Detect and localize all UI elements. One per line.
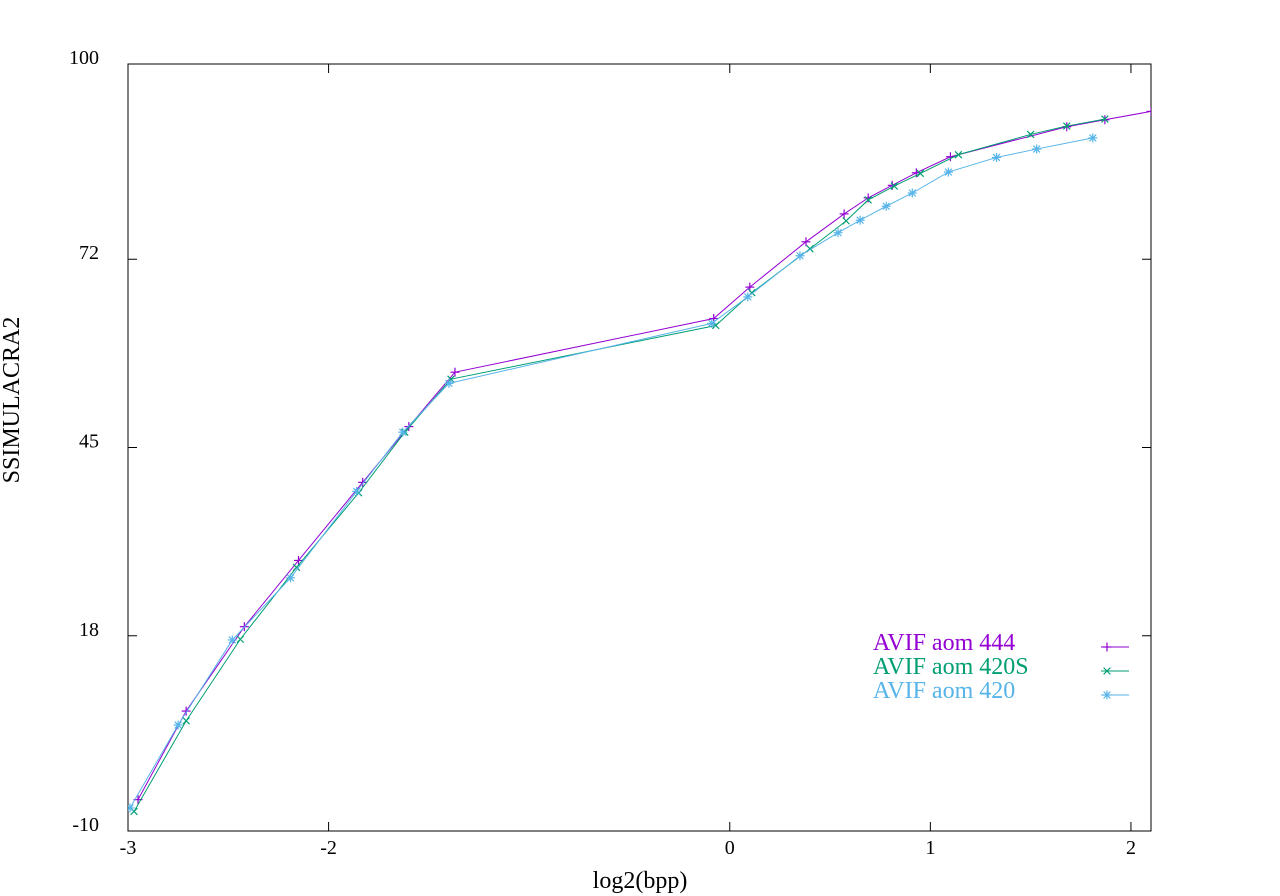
marker-stroke bbox=[1101, 115, 1109, 123]
data-point bbox=[833, 228, 843, 238]
marker-stroke bbox=[890, 182, 899, 190]
marker-stroke bbox=[128, 804, 134, 811]
data-point bbox=[842, 217, 850, 225]
series-2 bbox=[128, 133, 1098, 813]
y-axis-ticks: -10 18 45 72 100 bbox=[69, 47, 1151, 836]
marker-stroke bbox=[228, 636, 237, 644]
data-point bbox=[173, 720, 183, 730]
marker-stroke bbox=[944, 168, 953, 176]
marker-stroke bbox=[292, 563, 301, 572]
series-line bbox=[133, 118, 1105, 812]
marker-stroke bbox=[992, 153, 1001, 162]
data-point bbox=[1062, 122, 1071, 130]
marker-stroke bbox=[236, 635, 245, 644]
legend-label: AVIF aom 420 bbox=[873, 678, 1015, 704]
data-point bbox=[707, 318, 717, 328]
data-point bbox=[450, 367, 460, 377]
marker-stroke bbox=[1026, 130, 1035, 139]
data-point bbox=[398, 427, 408, 437]
y-axis-label: SSIMULACRA2 bbox=[0, 317, 25, 484]
data-point bbox=[839, 209, 849, 219]
marker-stroke bbox=[744, 293, 752, 301]
data-point bbox=[864, 196, 872, 204]
data-point bbox=[1032, 144, 1042, 154]
marker-stroke bbox=[182, 717, 190, 725]
marker-stroke bbox=[908, 189, 917, 197]
data-point bbox=[404, 422, 414, 432]
x-tick-label: 0 bbox=[725, 837, 735, 859]
data-point bbox=[1088, 133, 1098, 143]
x-tick-label: -3 bbox=[120, 837, 137, 859]
x-axis-label: log2(bpp) bbox=[593, 868, 688, 894]
marker-stroke bbox=[399, 428, 407, 436]
data-point bbox=[285, 573, 295, 583]
data-point bbox=[227, 635, 237, 645]
data-point bbox=[801, 237, 811, 247]
data-point bbox=[1146, 106, 1151, 116]
data-point bbox=[181, 706, 191, 716]
y-tick-label: 72 bbox=[79, 242, 99, 264]
legend-label: AVIF aom 420S bbox=[873, 654, 1029, 680]
series-layer bbox=[128, 106, 1151, 816]
y-tick-label: 100 bbox=[69, 47, 99, 69]
marker-stroke bbox=[1103, 691, 1111, 699]
x-axis-ticks: -3 -2 0 1 2 bbox=[120, 64, 1136, 859]
y-tick-label: -10 bbox=[72, 814, 99, 836]
data-point bbox=[916, 169, 925, 178]
data-point bbox=[352, 486, 362, 496]
marker-stroke bbox=[864, 196, 872, 204]
marker-stroke bbox=[1062, 122, 1071, 130]
marker-stroke bbox=[916, 169, 925, 178]
marker-stroke bbox=[286, 574, 295, 582]
data-point bbox=[236, 635, 245, 644]
data-point bbox=[890, 182, 899, 190]
marker-stroke bbox=[954, 150, 963, 159]
data-point bbox=[881, 201, 891, 211]
x-tick-label: -2 bbox=[320, 837, 337, 859]
data-point bbox=[1026, 130, 1035, 139]
marker-stroke bbox=[842, 217, 850, 225]
marker-stroke bbox=[1103, 667, 1111, 675]
legend-label: AVIF aom 444 bbox=[873, 630, 1015, 656]
marker-stroke bbox=[130, 807, 138, 816]
marker-stroke bbox=[711, 321, 720, 330]
y-tick-label: 18 bbox=[79, 619, 99, 641]
data-point bbox=[743, 292, 753, 302]
marker-stroke bbox=[352, 487, 361, 496]
marker-stroke bbox=[882, 202, 891, 211]
data-point bbox=[855, 215, 865, 225]
series-1 bbox=[130, 115, 1109, 816]
data-point bbox=[292, 563, 301, 572]
data-point bbox=[1101, 115, 1109, 123]
data-point bbox=[954, 150, 963, 159]
y-tick-label: 45 bbox=[79, 431, 99, 453]
data-point bbox=[444, 378, 454, 388]
legend-marker bbox=[1102, 642, 1112, 652]
legend-marker bbox=[1103, 667, 1111, 675]
data-point bbox=[992, 152, 1002, 162]
data-point bbox=[294, 555, 303, 565]
marker-stroke bbox=[174, 721, 182, 729]
x-tick-label: 2 bbox=[1126, 837, 1136, 859]
series-line bbox=[129, 137, 1093, 809]
legend-marker bbox=[1102, 690, 1112, 700]
marker-stroke bbox=[834, 228, 842, 237]
marker-stroke bbox=[796, 251, 804, 260]
marker-stroke bbox=[707, 319, 716, 328]
plot-frame bbox=[127, 63, 1152, 832]
data-point bbox=[182, 717, 190, 725]
data-point bbox=[907, 188, 917, 198]
x-tick-label: 1 bbox=[925, 837, 935, 859]
data-point bbox=[795, 251, 805, 261]
marker-stroke bbox=[1032, 145, 1041, 153]
data-point bbox=[358, 477, 368, 487]
marker-stroke bbox=[445, 379, 453, 388]
data-point bbox=[128, 803, 135, 813]
marker-stroke bbox=[856, 216, 864, 224]
data-point bbox=[943, 167, 953, 177]
marker-stroke bbox=[1089, 134, 1097, 142]
